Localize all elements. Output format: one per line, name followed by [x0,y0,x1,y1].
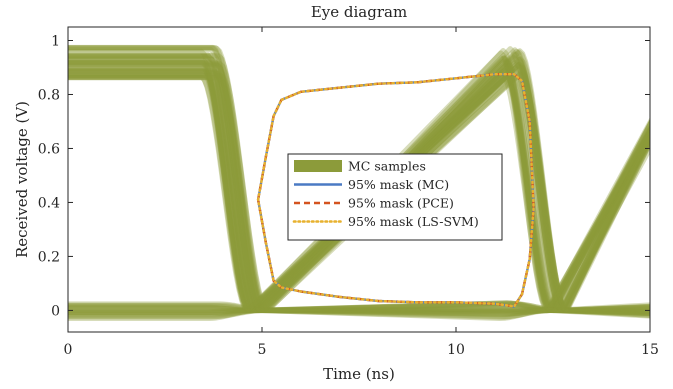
mc-sample-trace [68,302,650,318]
y-tick-label: 1 [51,33,60,49]
y-tick-label: 0 [51,303,60,319]
mask-lines [256,73,535,308]
mask-curve-dotted [256,73,535,308]
legend-label: 95% mask (MC) [348,177,449,192]
y-axis-label: Received voltage (V) [13,101,31,258]
legend-label: 95% mask (LS-SVM) [348,214,479,229]
mc-sample-trace [68,61,650,319]
mc-sample-trace [68,125,650,315]
mc-sample-trace [68,53,650,313]
legend-swatch-mc [294,160,342,172]
mc-sample-trace [68,117,650,320]
legend-label: 95% mask (PCE) [348,196,454,211]
mc-sample-trace [68,68,650,313]
mc-sample-trace [68,74,650,316]
x-tick-label: 15 [641,342,659,358]
mc-sample-trace [68,73,650,313]
mc-sample-trace [68,73,650,313]
mc-sample-trace [68,75,650,313]
mc-sample-trace [68,72,650,317]
mc-sample-trace [68,52,650,317]
x-tick-label: 0 [64,342,73,358]
axis-ticks: 0 5 10 15 0 0.2 0.4 0.6 0.8 1 [38,27,659,358]
mc-sample-trace [68,62,650,317]
mc-samples-band [68,44,650,321]
y-tick-label: 0.2 [38,249,60,265]
x-tick-label: 10 [447,342,465,358]
legend: MC samples 95% mask (MC) 95% mask (PCE) 95%… [287,153,503,241]
plot-frame [67,26,651,333]
mc-sample-trace [68,75,650,318]
mc-sample-trace [68,45,650,313]
x-tick-label: 5 [258,342,267,358]
y-tick-label: 0.8 [38,87,60,103]
chart-title: Eye diagram [311,3,407,21]
x-axis-label: Time (ns) [323,365,395,383]
mc-sample-trace [68,68,650,314]
y-tick-label: 0.6 [38,141,60,157]
mc-sample-trace [68,53,650,313]
legend-label: MC samples [348,159,426,174]
mc-sample-trace [68,125,650,321]
mc-sample-trace [68,57,650,316]
mc-sample-trace [68,59,650,313]
mc-sample-trace [68,62,650,313]
y-tick-label: 0.4 [38,195,60,211]
mc-sample-trace [68,64,650,313]
